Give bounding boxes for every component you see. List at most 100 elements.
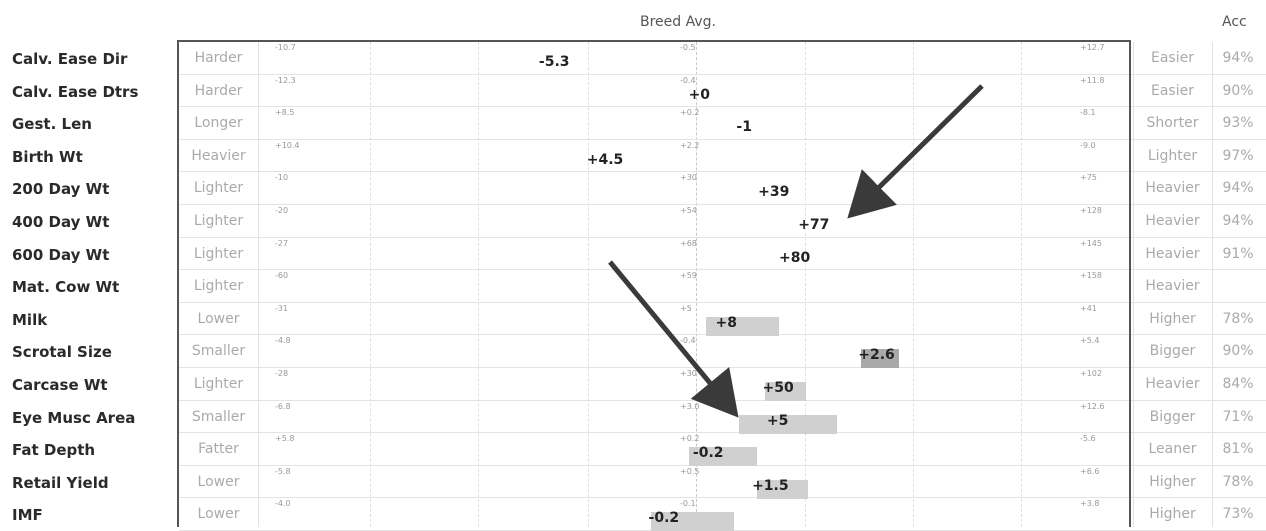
mid-tick-label: +30 xyxy=(680,173,697,183)
accuracy-value: 78% xyxy=(1222,473,1254,490)
trait-row: Eye Musc Area Smaller -6.8 +3.0 +12.6 Bigger 7… xyxy=(0,401,1266,434)
high-label: Lighter xyxy=(1147,147,1198,164)
trait-row: Carcase Wt Lighter -28 +30 +102 Heavier 84% +50 xyxy=(0,368,1266,401)
mid-tick-label: -0.1 xyxy=(680,499,696,509)
low-label: Lower xyxy=(197,310,240,327)
mid-tick-label: +68 xyxy=(680,238,697,248)
low-label: Lower xyxy=(197,506,240,523)
low-label: Lighter xyxy=(193,245,244,262)
low-label: Smaller xyxy=(191,343,246,360)
low-label: Longer xyxy=(194,115,243,132)
trait-name: Calv. Ease Dtrs xyxy=(12,82,139,101)
high-label: Higher xyxy=(1149,310,1196,327)
percentile-bar xyxy=(764,382,807,401)
percentile-bar xyxy=(650,512,735,531)
ebv-value: +39 xyxy=(758,184,790,201)
trait-name: IMF xyxy=(12,506,43,525)
grid-line xyxy=(1021,42,1022,527)
mid-tick-label: +0.2 xyxy=(680,108,700,118)
right-tick-label: +128 xyxy=(1080,206,1102,215)
low-label: Harder xyxy=(194,50,243,66)
accuracy-value: 71% xyxy=(1222,408,1254,425)
acc-header: Acc xyxy=(1222,14,1247,30)
accuracy-value: 84% xyxy=(1222,376,1254,392)
trait-name: Gest. Len xyxy=(12,115,92,134)
trait-name: Birth Wt xyxy=(12,147,83,166)
accuracy-value: 90% xyxy=(1222,343,1254,360)
trait-row: Calv. Ease Dtrs Harder -12.3 -0.4 +11.8 Easie… xyxy=(0,75,1266,108)
low-label: Fatter xyxy=(198,441,239,458)
trait-name: Scrotal Size xyxy=(12,343,112,362)
ebv-value: +1.5 xyxy=(752,477,789,494)
percentile-bar xyxy=(688,447,757,467)
breed-avg-header: Breed Avg. xyxy=(640,14,716,30)
accuracy-value: 93% xyxy=(1222,115,1254,132)
trait-row: Fat Depth Fatter +5.8 +0.2 -5.6 Leaner 81% -0.2 xyxy=(0,433,1266,467)
high-label: Leaner xyxy=(1148,441,1197,458)
trait-name: Mat. Cow Wt xyxy=(12,278,120,297)
ebv-value: +2.6 xyxy=(858,347,895,364)
left-tick-label: -60 xyxy=(275,271,289,281)
right-tick-label: +3.8 xyxy=(1080,499,1100,509)
left-tick-label: -4.8 xyxy=(275,336,291,346)
left-tick-label: -31 xyxy=(275,303,289,313)
low-label: Lower xyxy=(197,473,240,490)
left-tick-label: -6.8 xyxy=(275,401,291,411)
low-label: Harder xyxy=(194,82,243,99)
trait-row: Retail Yield Lower -5.8 +0.5 +6.6 Higher 78% +1… xyxy=(0,466,1266,499)
grid-line xyxy=(478,42,479,527)
trait-name: Carcase Wt xyxy=(12,376,108,394)
arrow-to-eye-musc-area xyxy=(608,260,739,418)
accuracy-value: 94% xyxy=(1222,180,1254,197)
row-divider xyxy=(179,106,1266,108)
left-tick-label: -20 xyxy=(275,206,289,215)
mid-tick-label: +0.5 xyxy=(680,466,700,476)
high-label: Higher xyxy=(1149,506,1196,523)
trait-name: 400 Day Wt xyxy=(12,213,110,231)
accuracy-value: 91% xyxy=(1222,245,1254,262)
left-tick-label: +5.8 xyxy=(275,434,295,444)
right-tick-label: +12.6 xyxy=(1080,401,1105,411)
mid-tick-label: +0.2 xyxy=(680,434,700,444)
right-tick-label: -8.1 xyxy=(1080,108,1096,118)
accuracy-value: 78% xyxy=(1222,310,1254,327)
accuracy-value: 81% xyxy=(1222,441,1254,458)
left-tick-label: -10.7 xyxy=(275,43,296,52)
mid-tick-label: +3.0 xyxy=(680,401,700,411)
mid-tick-label: -0.5 xyxy=(680,43,696,52)
right-tick-label: +6.6 xyxy=(1080,466,1100,476)
grid-line xyxy=(588,42,589,527)
trait-row: IMF Lower -4.0 -0.1 +3.8 Higher 73% -0.2 xyxy=(0,498,1266,531)
accuracy-value: 94% xyxy=(1222,213,1254,229)
grid-line xyxy=(913,42,914,527)
trait-name: Milk xyxy=(12,310,48,329)
low-label: Smaller xyxy=(191,408,246,425)
left-tick-label: -28 xyxy=(275,369,289,378)
left-tick-label: -27 xyxy=(275,238,289,248)
left-tick-label: -10 xyxy=(275,173,289,183)
high-label: Heavier xyxy=(1145,245,1200,262)
trait-name: Calv. Ease Dir xyxy=(12,50,128,68)
right-tick-label: +145 xyxy=(1080,238,1102,248)
high-label: Easier xyxy=(1151,82,1194,99)
breed-average-line xyxy=(696,42,697,527)
low-label: Lighter xyxy=(193,180,244,197)
grid-line xyxy=(805,42,806,527)
high-label: Heavier xyxy=(1145,376,1200,392)
trait-name: 600 Day Wt xyxy=(12,245,110,264)
left-tick-label: -5.8 xyxy=(275,466,291,476)
row-divider xyxy=(179,204,1266,205)
mid-tick-label: -0.4 xyxy=(680,75,696,85)
ebv-value: +5 xyxy=(766,412,789,429)
left-tick-label: +8.5 xyxy=(275,108,295,118)
ebv-value: +0 xyxy=(688,86,711,103)
trait-row: Mat. Cow Wt Lighter -60 +59 +158 Heavier xyxy=(0,270,1266,303)
trait-name: Eye Musc Area xyxy=(12,408,136,427)
high-label: Higher xyxy=(1149,473,1196,490)
arrow-to-400-day-wt xyxy=(847,84,984,219)
trait-name: 200 Day Wt xyxy=(12,180,110,199)
high-label: Easier xyxy=(1151,50,1194,66)
trait-row: Milk Lower -31 +5 +41 Higher 78% +8 xyxy=(0,303,1266,336)
mid-tick-label: +30 xyxy=(680,369,697,378)
